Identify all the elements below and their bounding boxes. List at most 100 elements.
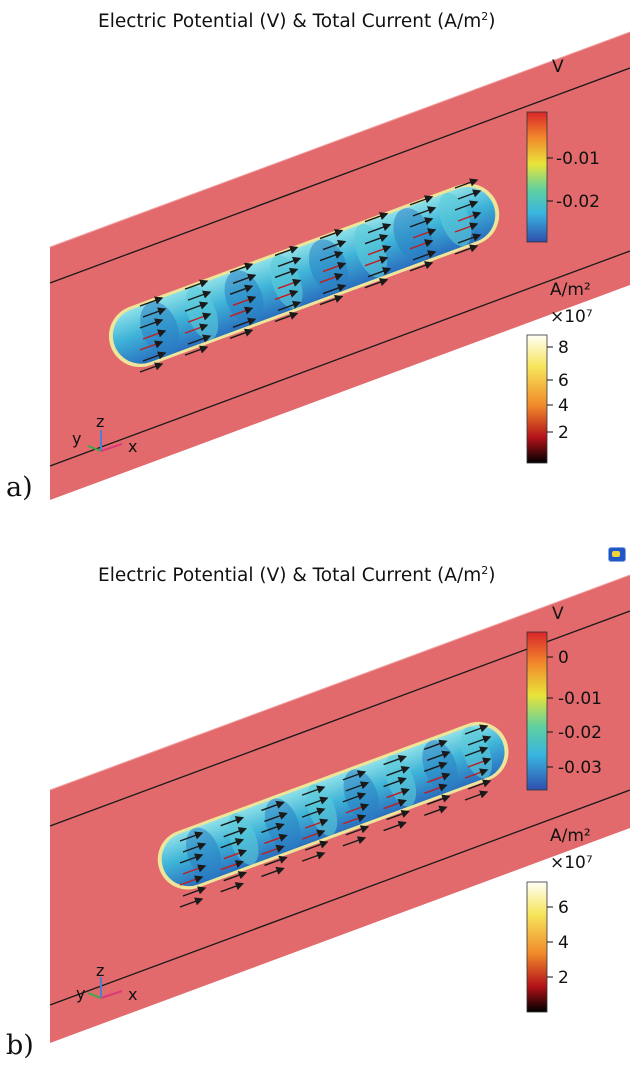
current-unit: A/m²: [550, 826, 591, 846]
current-arrow: [232, 273, 257, 284]
current-arrow: [184, 301, 209, 312]
axes-triad: y z x: [76, 961, 137, 1004]
potential-tick: -0.02: [556, 192, 600, 212]
current-arrow: [367, 267, 392, 278]
current-arrow: [345, 803, 370, 814]
current-arrow: [364, 212, 389, 223]
current-arrow: [457, 189, 482, 200]
current-arrow: [184, 279, 209, 290]
potential-tick: -0.02: [558, 723, 602, 743]
potential-unit: V: [552, 604, 564, 624]
current-arrow: [342, 814, 367, 825]
current-unit: A/m²: [550, 280, 591, 300]
current-scale: ×10⁷: [550, 307, 593, 327]
current-arrow: [345, 781, 370, 792]
current-arrow: [367, 245, 392, 256]
current-arrow: [301, 807, 326, 818]
axis-x-label: x: [128, 985, 137, 1004]
electrode-inner-line-upper: [49, 67, 630, 284]
current-arrow: [274, 245, 299, 257]
current-legend: A/m² ×10⁷ 6 4 2: [526, 826, 593, 1013]
current-arrow: [457, 211, 482, 222]
current-arrow: [229, 284, 254, 295]
current-arrow: [261, 800, 285, 812]
current-arrow: [229, 262, 254, 273]
current-arrow: [383, 755, 407, 766]
current-arrow: [467, 757, 492, 768]
current-arrow: [264, 833, 288, 845]
plot-canvas: V 0 -0.01 -0.02 -0.03 A/m² ×10⁷ 6 4 2: [49, 574, 630, 1043]
current-arrow: [467, 735, 492, 746]
current-arrow: [319, 273, 344, 284]
current-arrow: [139, 362, 164, 373]
current-tick: 2: [558, 423, 569, 443]
current-arrow: [277, 278, 302, 290]
current-arrow: [322, 240, 347, 251]
current-arrow: [409, 195, 434, 206]
current-arrow: [277, 256, 302, 268]
current-arrow: [179, 831, 204, 842]
current-arrow: [220, 838, 245, 849]
current-arrow: [264, 855, 288, 867]
current-arrow: [412, 228, 437, 239]
current-arrow: [139, 340, 164, 351]
current-arrow: [427, 794, 451, 805]
current-arrow: [454, 178, 479, 189]
current-arrow: [464, 746, 489, 757]
current-arrow: [304, 840, 329, 851]
current-arrow: [142, 307, 167, 318]
current-arrow: [342, 792, 367, 803]
current-arrow: [383, 821, 407, 832]
potential-tick: 0: [558, 648, 569, 668]
potential-colorbar: [526, 631, 548, 791]
current-arrow: [412, 206, 437, 217]
current-arrow: [301, 851, 326, 862]
current-arrow: [179, 897, 204, 908]
current-arrow: [223, 827, 248, 838]
current-arrow: [386, 788, 410, 799]
potential-colorbar: [526, 111, 548, 243]
panel-label: b): [6, 1030, 34, 1061]
current-arrow: [464, 724, 489, 735]
current-arrow: [182, 864, 207, 875]
current-arrow: [304, 796, 329, 807]
plot-title: Electric Potential (V) & Total Current (…: [98, 564, 496, 587]
current-tick: 8: [558, 338, 569, 358]
current-arrow: [454, 200, 479, 211]
current-arrow: [187, 334, 212, 345]
panel-b: Electric Potential (V) & Total Current (…: [0, 540, 630, 1076]
current-arrow: [342, 836, 367, 847]
current-arrow: [364, 234, 389, 245]
current-arrow: [454, 222, 479, 233]
current-arrow: [229, 306, 254, 317]
axis-x-label: x: [128, 437, 137, 456]
current-arrow: [261, 844, 285, 856]
current-arrow: [409, 239, 434, 250]
current-arrow: [424, 739, 448, 750]
current-tick: 4: [558, 396, 569, 416]
current-scale: ×10⁷: [550, 853, 593, 873]
current-arrow: [179, 853, 204, 864]
current-arrow: [464, 790, 489, 801]
current-arrow: [274, 267, 299, 279]
current-arrow: [182, 842, 207, 853]
current-colorbar: [526, 881, 548, 1013]
current-arrow: [301, 785, 326, 796]
potential-legend: V -0.01 -0.02: [526, 57, 600, 243]
potential-tick: -0.01: [556, 149, 600, 169]
fiber-structure: [157, 721, 509, 890]
current-arrow: [142, 329, 167, 340]
current-arrow: [220, 882, 245, 893]
electrode-edge: [49, 31, 630, 248]
electrode-inner-line-lower: [49, 789, 630, 1006]
panel-a: Electric Potential (V) & Total Current (…: [0, 0, 630, 520]
potential-tick: -0.01: [558, 689, 602, 709]
current-tick: 2: [558, 968, 569, 988]
current-arrow: [457, 233, 482, 244]
axis-z-label: z: [96, 412, 104, 431]
electrode-edge: [49, 574, 630, 791]
current-arrow: [386, 810, 410, 821]
current-arrow: [345, 825, 370, 836]
potential-unit: V: [552, 57, 564, 77]
current-tick: 4: [558, 933, 569, 953]
